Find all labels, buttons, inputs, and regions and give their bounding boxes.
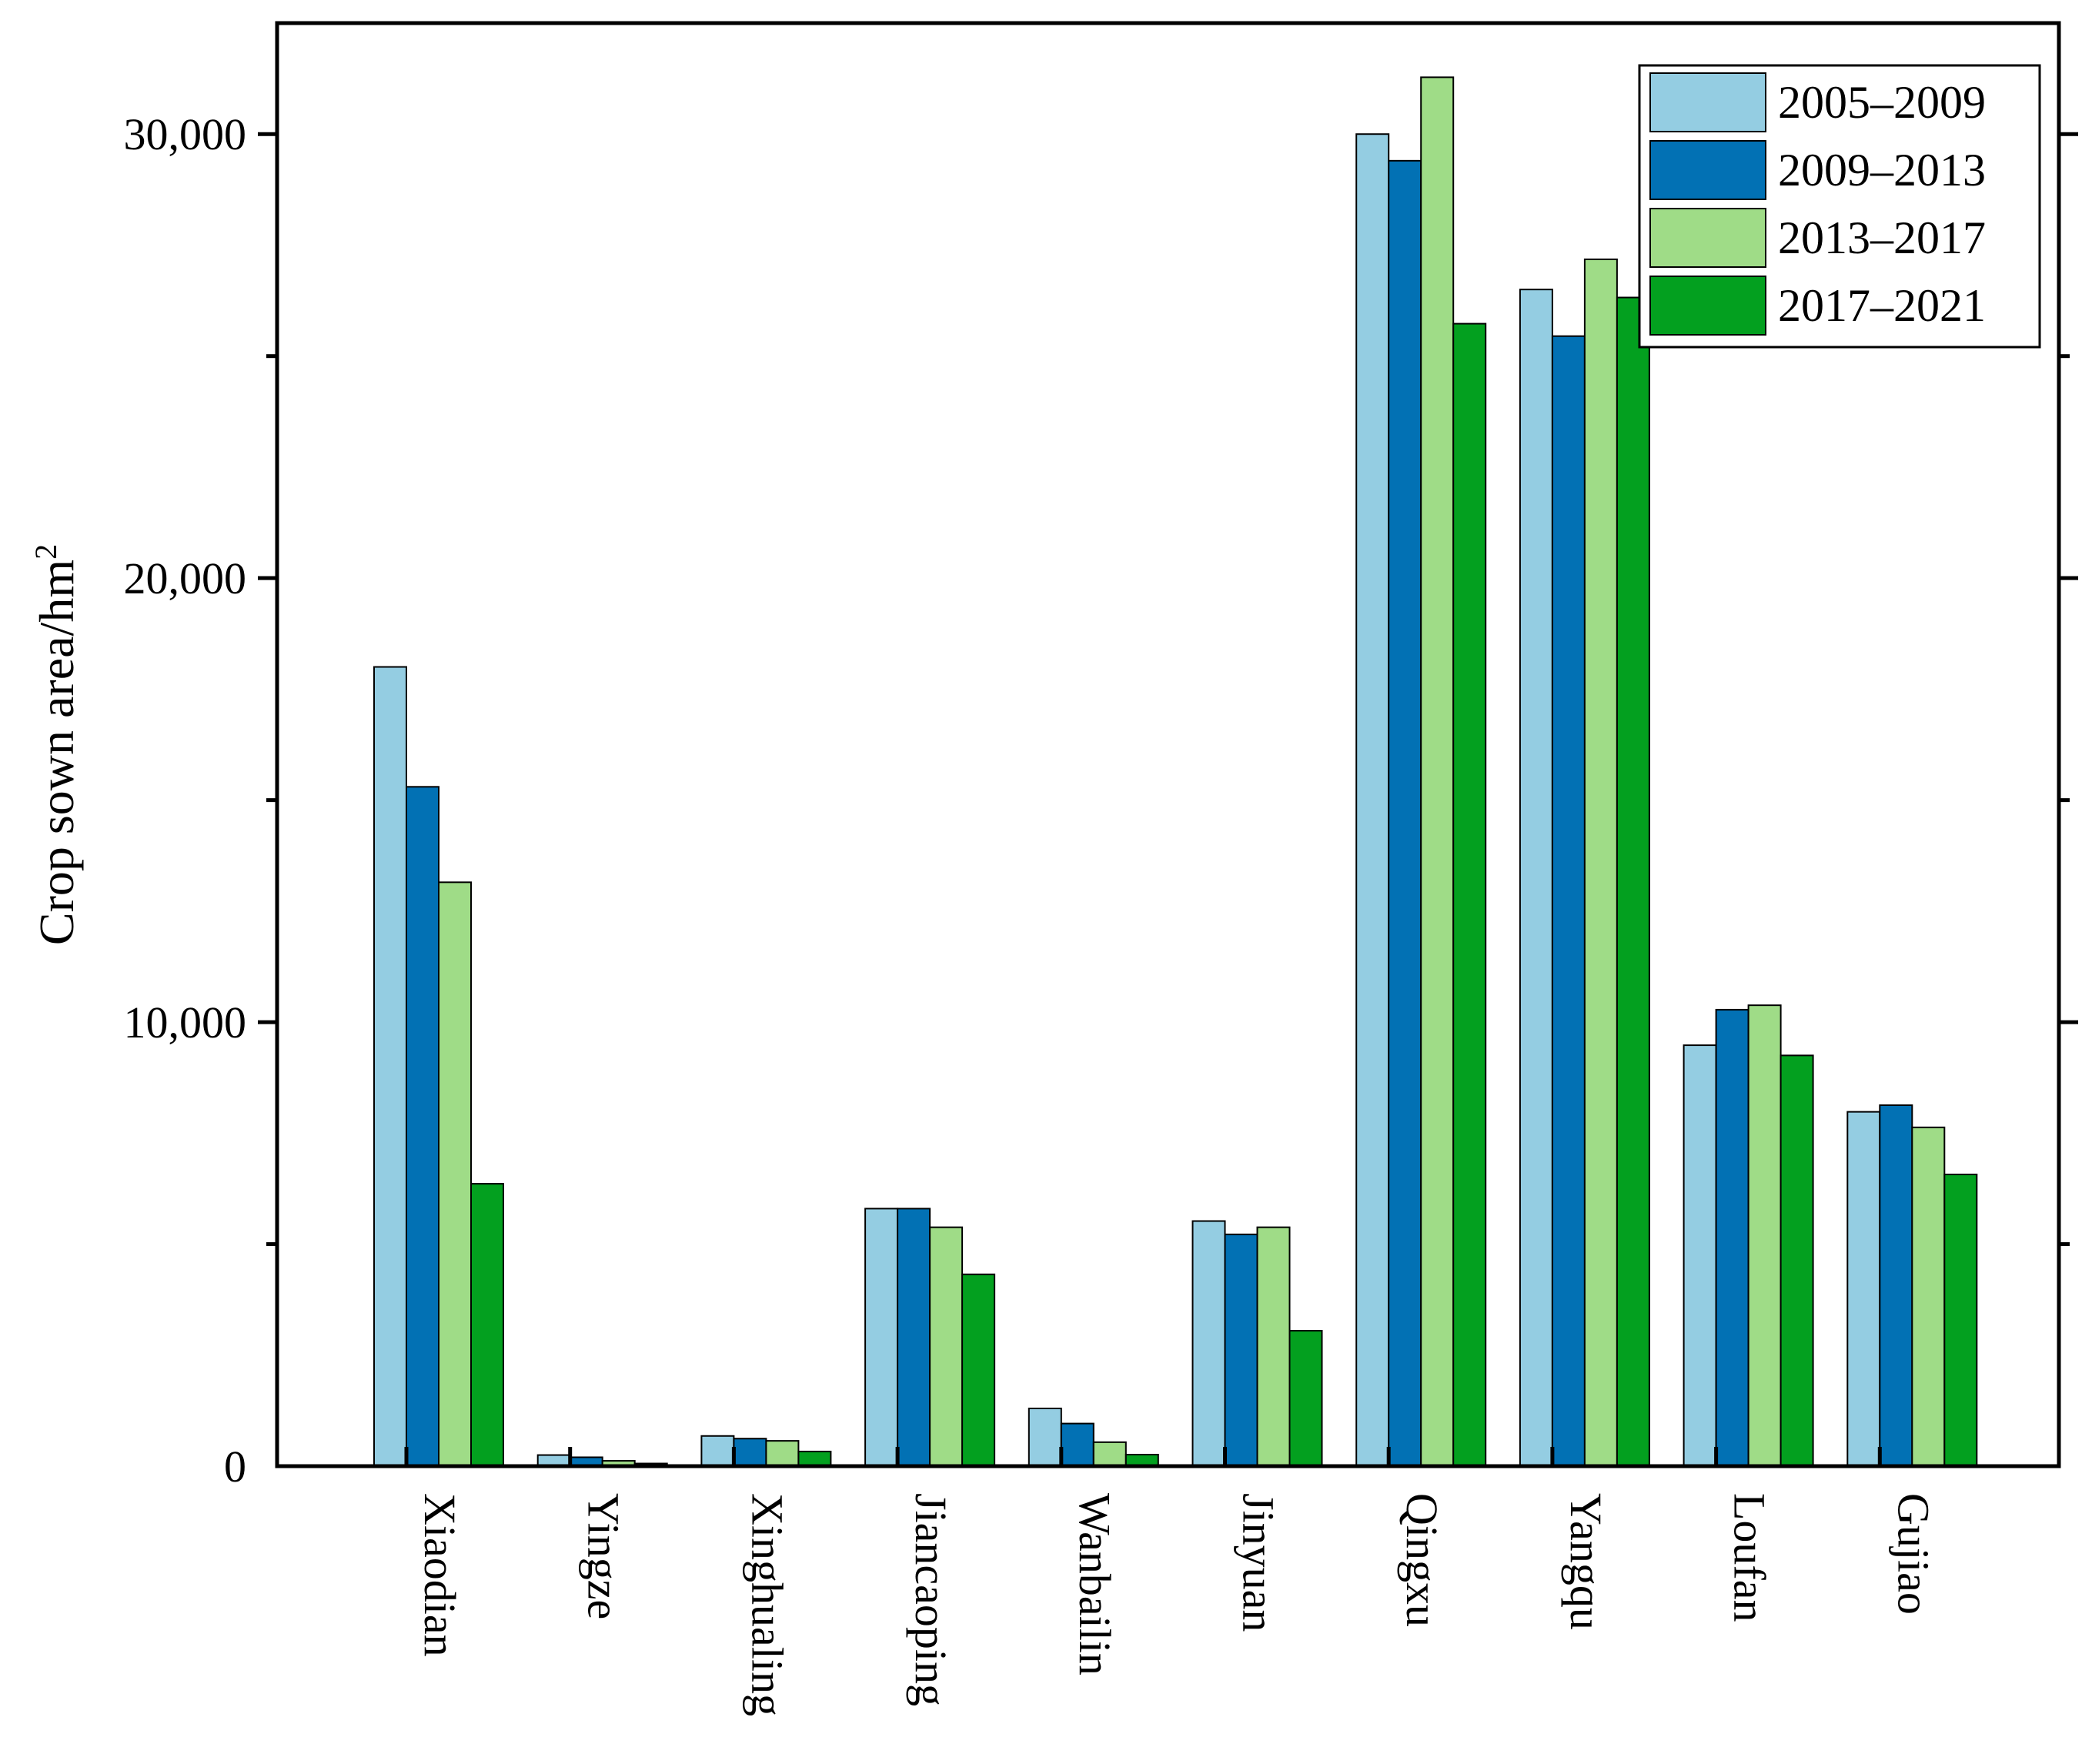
bar-loufan-0 [1683, 1044, 1717, 1467]
bar-xiaodian-2 [438, 881, 472, 1468]
bar-xiaodian-0 [373, 666, 407, 1467]
legend-swatch [1649, 140, 1766, 200]
bars-group [373, 76, 1978, 1468]
bar-xinghualing-2 [765, 1440, 800, 1467]
legend-label: 2017–2021 [1778, 280, 1986, 331]
y-tick-label: 0 [224, 1442, 246, 1492]
x-category-label: Xinghualing [742, 1493, 792, 1716]
y-tick-labels: 0 10,000 20,000 30,000 [124, 109, 247, 1492]
bar-jiancaoping-2 [929, 1226, 964, 1467]
legend-swatch [1649, 276, 1766, 336]
bar-wanbailin-2 [1092, 1441, 1127, 1468]
bar-yangqu-0 [1519, 289, 1553, 1468]
bar-xiaodian-1 [406, 786, 439, 1467]
legend: 2005–2009 2009–2013 2013–2017 2017–2021 [1638, 64, 2041, 349]
bar-jinyuan-0 [1191, 1220, 1226, 1467]
legend-swatch [1649, 72, 1766, 132]
bar-jinyuan-1 [1224, 1233, 1258, 1468]
bar-qingxu-1 [1388, 159, 1422, 1467]
bar-loufan-2 [1747, 1004, 1782, 1467]
bar-yangqu-3 [1616, 296, 1650, 1467]
bar-xiaodian-3 [470, 1183, 504, 1467]
bar-jinyuan-2 [1256, 1226, 1291, 1467]
bar-qingxu-2 [1420, 76, 1455, 1467]
x-category-label: Gujiao [1888, 1493, 1938, 1615]
bar-jiancaoping-3 [961, 1273, 996, 1468]
x-category-labels: Xiaodian Yingze Xinghualing Jiancaoping Wanb… [415, 1493, 1938, 1716]
y-tick-label: 10,000 [124, 997, 247, 1047]
y-axis-title-text: Crop sown area/hm [29, 560, 84, 945]
bar-jiancaoping-0 [864, 1208, 899, 1468]
bar-gujiao-0 [1846, 1111, 1881, 1467]
bar-jiancaoping-1 [897, 1208, 931, 1468]
bar-wanbailin-0 [1028, 1408, 1062, 1467]
y-axis-title-superscript: 2 [28, 544, 63, 560]
legend-label: 2013–2017 [1778, 212, 1986, 263]
bar-yangqu-1 [1551, 335, 1586, 1468]
bar-yangqu-2 [1583, 258, 1618, 1467]
legend-label: 2009–2013 [1778, 145, 1986, 195]
x-category-label: Wanbailin [1070, 1493, 1120, 1675]
bar-jinyuan-3 [1288, 1330, 1323, 1467]
plot-frame [275, 21, 2061, 1468]
x-category-label: Loufan [1725, 1493, 1775, 1622]
legend-label: 2005–2009 [1778, 77, 1986, 128]
bar-loufan-1 [1715, 1008, 1749, 1467]
bar-gujiao-3 [1943, 1173, 1978, 1467]
y-tick-label: 20,000 [124, 553, 247, 603]
bar-gujiao-1 [1879, 1104, 1913, 1467]
x-category-label: Yangqu [1561, 1493, 1611, 1630]
y-axis-title: Crop sown area/hm2 [28, 544, 85, 945]
bar-loufan-3 [1780, 1054, 1814, 1468]
bar-qingxu-3 [1452, 322, 1487, 1468]
x-category-label: Xiaodian [415, 1493, 465, 1657]
axis-ticks [258, 132, 2078, 1466]
bar-xinghualing-1 [733, 1438, 767, 1467]
x-category-label: Qingxu [1397, 1493, 1447, 1627]
bar-gujiao-2 [1911, 1126, 1946, 1468]
x-category-label: Jiancaoping [906, 1493, 956, 1706]
bar-qingxu-0 [1355, 133, 1390, 1468]
bar-wanbailin-1 [1060, 1422, 1094, 1467]
y-tick-label: 30,000 [124, 109, 247, 159]
bar-xinghualing-3 [797, 1450, 832, 1468]
x-category-label: Yingze [579, 1493, 629, 1619]
x-category-label: Jinyuan [1234, 1493, 1284, 1632]
bar-xinghualing-0 [700, 1435, 735, 1468]
legend-swatch [1649, 208, 1766, 268]
